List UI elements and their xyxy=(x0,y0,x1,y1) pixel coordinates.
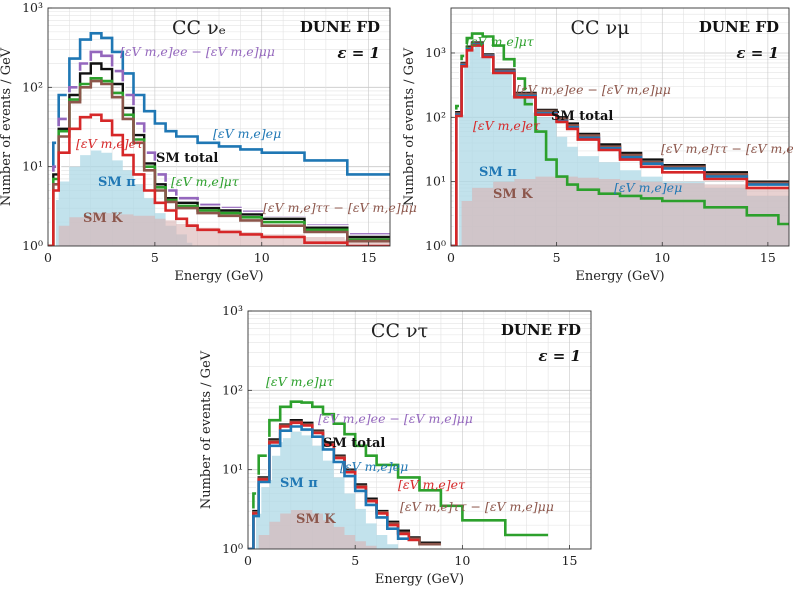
annotation-label: [εV m,e]eτ xyxy=(76,136,144,151)
annotation-label: SM π xyxy=(98,175,136,190)
annotation-label: [εV m,e]μτ xyxy=(266,374,335,389)
area-sm-k xyxy=(451,176,789,246)
y-tick-label: 10⁰ xyxy=(222,541,243,556)
annotation-label: [εV m,e]eτ xyxy=(398,477,466,492)
annotation-label: [εV m,e]eμ xyxy=(213,126,281,141)
annotation-label: [εV m,e]eμ xyxy=(614,180,682,195)
y-tick-label: 10³ xyxy=(222,303,243,318)
annotation-label: [εV m,e]ee − [εV m,e]μμ xyxy=(120,44,275,59)
detector-label: DUNE FD xyxy=(699,18,779,36)
y-axis-label: Number of events / GeV xyxy=(0,47,14,206)
series-line-5 xyxy=(248,425,409,549)
detector-label: DUNE FD xyxy=(501,321,581,339)
axes-frame xyxy=(247,310,592,550)
chart-panel-3: 0 5 10 15 10⁰ 10¹ 10² 10³ Energy (GeV) Number of … xyxy=(199,303,592,587)
series-line-1 xyxy=(451,32,789,246)
annotation-label: [εV m,e]ττ − [εV m,e]μμ xyxy=(263,200,417,215)
area-sm-k xyxy=(248,510,377,549)
y-tick-label: 10² xyxy=(22,79,43,94)
annotation-label: [εV m,e]ee − [εV m,e]μμ xyxy=(516,82,671,97)
y-tick-label: 10⁰ xyxy=(22,238,43,253)
epsilon-label: ε = 1 xyxy=(337,44,380,62)
y-tick-label: 10² xyxy=(222,382,243,397)
x-tick-label: 15 xyxy=(760,250,776,265)
chart-panel-2: 0 5 10 15 10⁰ 10¹ 10² 10³ Energy (GeV) Number of … xyxy=(402,7,793,284)
x-tick-label: 0 xyxy=(447,250,455,265)
chart-panel-1: 0 5 10 15 10⁰ 10¹ 10² 10³ Energy (GeV) Number of … xyxy=(0,0,417,284)
y-axis-label: Number of events / GeV xyxy=(402,47,417,206)
annotation-label: [εV m,e]μτ xyxy=(466,34,535,49)
y-tick-label: 10⁰ xyxy=(425,238,446,253)
series-line-5 xyxy=(48,79,390,246)
x-tick-label: 10 xyxy=(654,250,670,265)
annotation-label: SM π xyxy=(280,476,318,491)
y-axis-label: Number of events / GeV xyxy=(199,350,214,509)
x-tick-label: 10 xyxy=(454,553,470,568)
grid xyxy=(248,311,591,549)
x-tick-label: 0 xyxy=(44,250,52,265)
epsilon-label: ε = 1 xyxy=(736,44,779,62)
annotation-label: [εV m,e]ee − [εV m,e]μμ xyxy=(318,411,473,426)
annotation-label: SM total xyxy=(156,151,218,166)
annotation-label: [εV m,e]ττ − [εV m,e]μμ xyxy=(661,141,793,156)
x-tick-label: 15 xyxy=(562,553,578,568)
y-tick-label: 10¹ xyxy=(222,462,243,477)
annotation-label: [εV m,e]μτ xyxy=(171,174,240,189)
axes-frame xyxy=(450,7,790,247)
annotation-label: [εV m,e]eμ xyxy=(340,459,408,474)
x-tick-label: 5 xyxy=(351,553,359,568)
x-tick-label: 10 xyxy=(254,250,270,265)
annotation-label: SM π xyxy=(479,165,517,180)
series-line-1 xyxy=(48,31,390,246)
chart-title: CC νμ xyxy=(570,17,629,39)
annotation-label: SM K xyxy=(296,512,336,527)
annotation-label: SM total xyxy=(323,436,385,451)
detector-label: DUNE FD xyxy=(300,18,380,36)
chart-title: CC νₑ xyxy=(172,17,226,39)
epsilon-label: ε = 1 xyxy=(538,347,581,365)
y-tick-label: 10² xyxy=(425,109,446,124)
x-tick-label: 5 xyxy=(151,250,159,265)
x-axis-label: Energy (GeV) xyxy=(575,269,664,284)
annotation-label: SM K xyxy=(493,187,533,202)
y-tick-label: 10³ xyxy=(425,45,446,60)
annotation-label: SM K xyxy=(83,211,123,226)
chart-title: CC ντ xyxy=(371,320,428,342)
series-line-5 xyxy=(451,44,789,246)
x-tick-label: 5 xyxy=(553,250,561,265)
axes-frame xyxy=(47,7,391,247)
annotation-label: [εV m,e]ττ − [εV m,e]μμ xyxy=(400,499,554,514)
series-line-6 xyxy=(48,113,390,246)
series-line-1 xyxy=(248,400,549,549)
x-tick-label: 15 xyxy=(361,250,377,265)
x-axis-label: Energy (GeV) xyxy=(174,269,263,284)
y-tick-label: 10³ xyxy=(22,0,43,15)
y-tick-label: 10¹ xyxy=(22,159,43,174)
y-tick-label: 10¹ xyxy=(425,174,446,189)
annotation-label: [εV m,e]eτ xyxy=(473,118,541,133)
x-tick-label: 0 xyxy=(244,553,252,568)
annotation-label: SM total xyxy=(551,109,613,124)
x-axis-label: Energy (GeV) xyxy=(375,572,464,587)
